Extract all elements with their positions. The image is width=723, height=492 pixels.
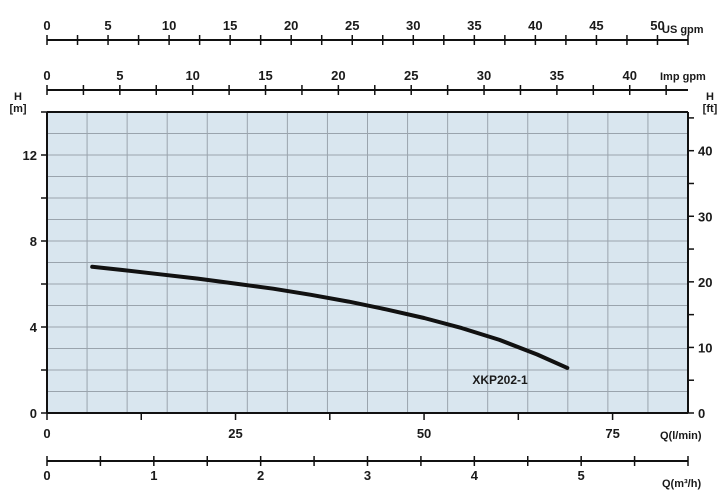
h-m-tick-label: 0 xyxy=(30,406,37,421)
imp-gpm-axis-tick-label: 25 xyxy=(404,68,418,83)
imp-gpm-axis-tick-label: 0 xyxy=(43,68,50,83)
imp-gpm-axis-tick-label: 40 xyxy=(622,68,636,83)
axes xyxy=(41,35,694,466)
q-m3h-axis-tick-label: 5 xyxy=(578,468,585,483)
q-lmin-tick-label: 50 xyxy=(417,426,431,441)
q-m3h-axis-unit-label: Q(m³/h) xyxy=(662,478,701,490)
q-m3h-axis-tick-label: 2 xyxy=(257,468,264,483)
q-m3h-axis-tick-label: 3 xyxy=(364,468,371,483)
us-gpm-axis-tick-label: 30 xyxy=(406,18,420,33)
h-m-tick-label: 8 xyxy=(30,234,37,249)
series-label: XKP202-1 xyxy=(472,373,528,387)
imp-gpm-axis-tick-label: 5 xyxy=(116,68,123,83)
q-lmin-tick-label: 0 xyxy=(43,426,50,441)
us-gpm-axis-tick-label: 40 xyxy=(528,18,542,33)
imp-gpm-axis-tick-label: 30 xyxy=(477,68,491,83)
h-ft-tick-label: 20 xyxy=(698,275,712,290)
us-gpm-axis-tick-label: 25 xyxy=(345,18,359,33)
imp-gpm-axis-tick-label: 15 xyxy=(258,68,272,83)
h-ft-tick-label: 10 xyxy=(698,340,712,355)
h-ft-tick-label: 30 xyxy=(698,209,712,224)
us-gpm-axis-tick-label: 15 xyxy=(223,18,237,33)
us-gpm-axis-tick-label: 45 xyxy=(589,18,603,33)
q-m3h-axis-tick-label: 4 xyxy=(471,468,479,483)
us-gpm-axis-tick-label: 50 xyxy=(650,18,664,33)
q-lmin-unit-label: Q(l/min) xyxy=(660,430,702,442)
imp-gpm-axis-unit-label: Imp gpm xyxy=(660,71,706,83)
q-lmin-tick-label: 25 xyxy=(228,426,242,441)
imp-gpm-axis-tick-label: 10 xyxy=(185,68,199,83)
h-m-axis-label: H xyxy=(14,91,22,103)
q-lmin-tick-label: 75 xyxy=(605,426,619,441)
h-ft-tick-label: 0 xyxy=(698,406,705,421)
imp-gpm-axis-tick-label: 20 xyxy=(331,68,345,83)
us-gpm-axis-tick-label: 5 xyxy=(104,18,111,33)
h-ft-tick-label: 40 xyxy=(698,144,712,159)
h-ft-unit-label: [ft] xyxy=(703,103,718,115)
imp-gpm-axis-tick-label: 35 xyxy=(550,68,564,83)
h-m-unit-label: [m] xyxy=(9,103,26,115)
h-ft-axis-label: H xyxy=(706,91,714,103)
h-m-tick-label: 4 xyxy=(30,320,38,335)
q-m3h-axis-tick-label: 1 xyxy=(150,468,157,483)
us-gpm-axis-tick-label: 35 xyxy=(467,18,481,33)
us-gpm-axis-unit-label: US gpm xyxy=(662,24,704,36)
us-gpm-axis-tick-label: 10 xyxy=(162,18,176,33)
us-gpm-axis-tick-label: 0 xyxy=(43,18,50,33)
h-m-tick-label: 12 xyxy=(23,148,37,163)
q-m3h-axis-tick-label: 0 xyxy=(43,468,50,483)
series-line-xkp202-1 xyxy=(90,264,570,370)
curve-layer xyxy=(90,264,570,370)
grid-lines xyxy=(47,112,688,413)
us-gpm-axis-tick-label: 20 xyxy=(284,18,298,33)
